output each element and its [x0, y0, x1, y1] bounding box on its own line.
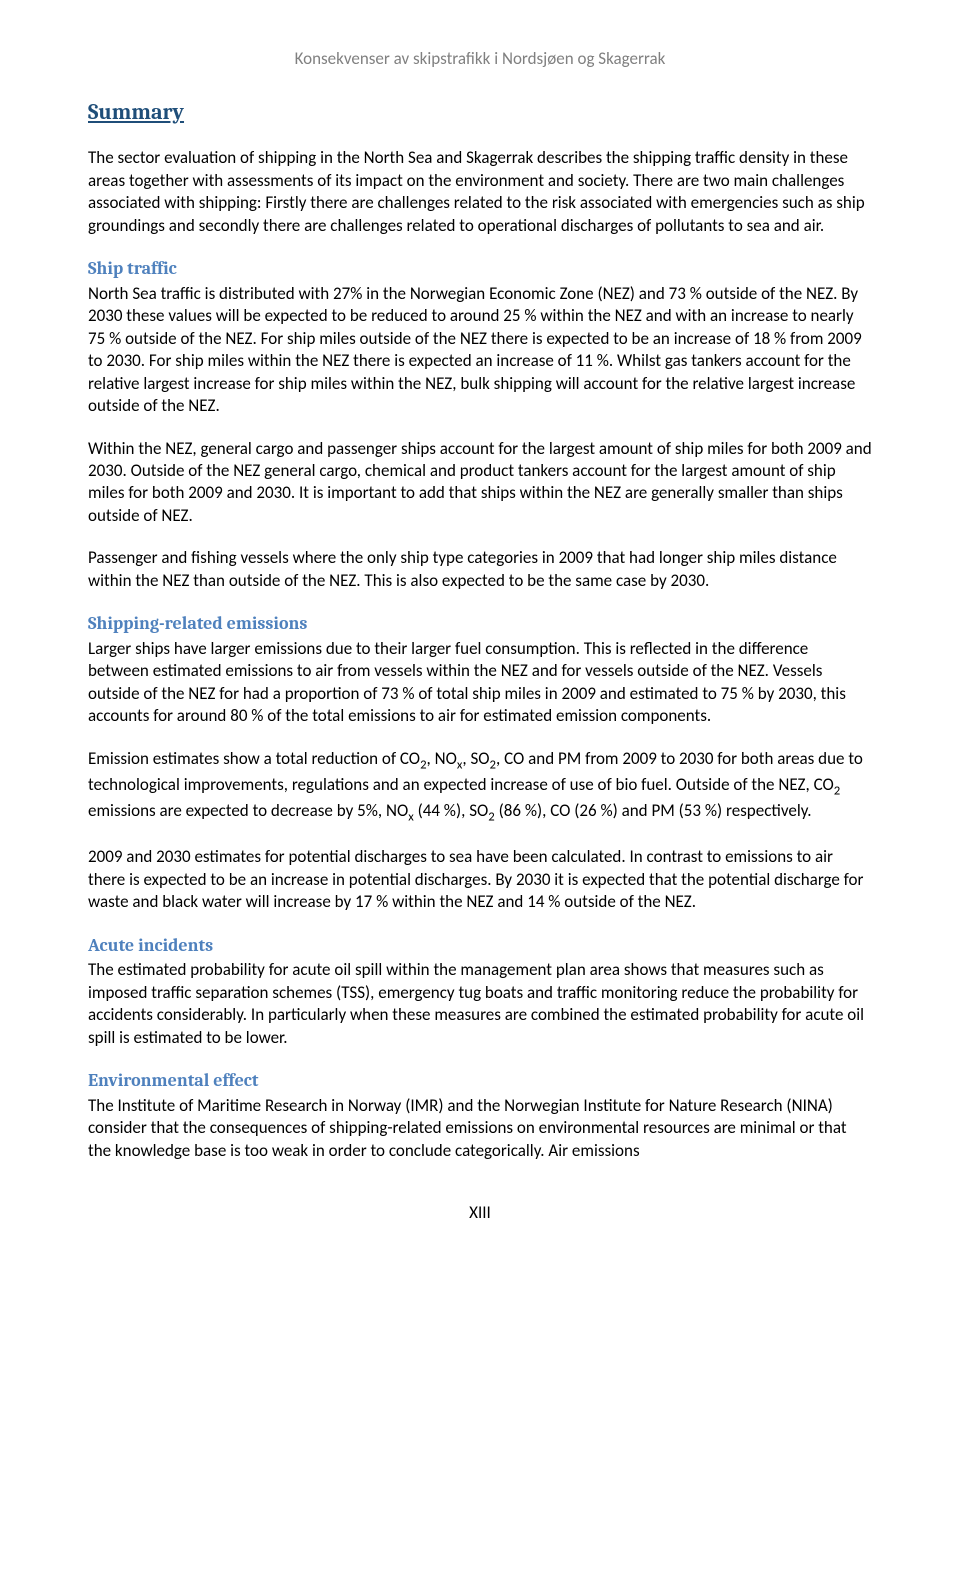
text-fragment: emissions are expected to decrease by 5%…	[88, 800, 408, 821]
text-fragment: , SO	[462, 748, 489, 769]
text-fragment: (86 %), CO (26 %) and PM (53 %) respecti…	[495, 800, 812, 821]
emissions-p1: Larger ships have larger emissions due t…	[88, 638, 872, 728]
subscript: 2	[834, 783, 840, 798]
page-number: XIII	[88, 1202, 872, 1224]
page-title: Summary	[88, 98, 872, 127]
ship-traffic-p1: North Sea traffic is distributed with 27…	[88, 283, 872, 418]
intro-paragraph: The sector evaluation of shipping in the…	[88, 147, 872, 237]
section-heading-ship-traffic: Ship traffic	[88, 257, 872, 281]
text-fragment: (44 %), SO	[414, 800, 489, 821]
emissions-p2: Emission estimates show a total reductio…	[88, 748, 872, 827]
text-fragment: , NO	[427, 748, 457, 769]
env-p1: The Institute of Maritime Research in No…	[88, 1095, 872, 1162]
emissions-p3: 2009 and 2030 estimates for potential di…	[88, 846, 872, 913]
ship-traffic-p3: Passenger and fishing vessels where the …	[88, 547, 872, 592]
section-heading-env: Environmental effect	[88, 1069, 872, 1093]
section-heading-emissions: Shipping-related emissions	[88, 612, 872, 636]
text-fragment: Emission estimates show a total reductio…	[88, 748, 420, 769]
document-header: Konsekvenser av skipstrafikk i Nordsjøen…	[88, 48, 872, 70]
ship-traffic-p2: Within the NEZ, general cargo and passen…	[88, 438, 872, 528]
section-heading-acute: Acute incidents	[88, 934, 872, 958]
acute-p1: The estimated probability for acute oil …	[88, 959, 872, 1049]
